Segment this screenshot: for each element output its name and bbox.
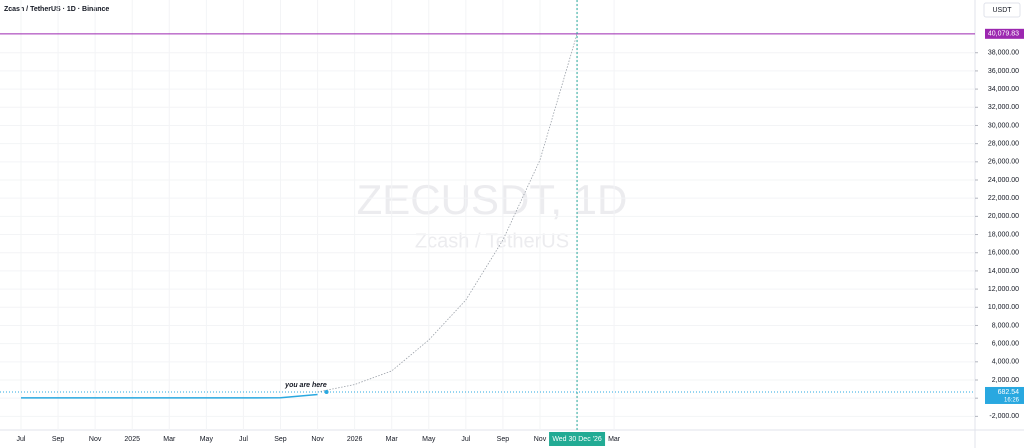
y-tick-label: 4,000.00 bbox=[992, 359, 1019, 366]
x-tick-label: Nov bbox=[311, 436, 324, 443]
y-tick-label: 10,000.00 bbox=[988, 304, 1019, 311]
y-tick-label: 2,000.00 bbox=[992, 377, 1019, 384]
y-tick-label: 30,000.00 bbox=[988, 122, 1019, 129]
x-tick-label: Mar bbox=[163, 436, 176, 443]
level-label-box bbox=[985, 28, 1024, 39]
x-tick-label: Jul bbox=[17, 436, 26, 443]
y-tick-label: 12,000.00 bbox=[988, 286, 1019, 293]
y-tick-label: 8,000.00 bbox=[992, 322, 1019, 329]
last-price-dot bbox=[324, 389, 329, 394]
y-tick-label: 14,000.00 bbox=[988, 268, 1019, 275]
crosshair-label-box bbox=[549, 432, 606, 446]
y-tick-label: -2,000.00 bbox=[989, 413, 1019, 420]
x-tick-label: Mar bbox=[386, 436, 399, 443]
last-price-label: 682.54 bbox=[998, 389, 1020, 396]
y-tick-label: 28,000.00 bbox=[988, 140, 1019, 147]
x-tick-label: May bbox=[422, 436, 436, 443]
last-price-box bbox=[985, 386, 1024, 404]
x-tick-label: 2025 bbox=[124, 436, 140, 443]
crosshair-label: Wed 30 Dec '26 bbox=[552, 436, 602, 443]
y-tick-label: 36,000.00 bbox=[988, 68, 1019, 75]
watermark-subtitle: Zcash / TetherUS bbox=[415, 230, 569, 252]
x-tick-label: 2026 bbox=[347, 436, 363, 443]
y-tick-label: 26,000.00 bbox=[988, 159, 1019, 166]
watermark: ZECUSDT, 1D bbox=[357, 176, 628, 223]
projection-line bbox=[317, 33, 578, 393]
y-tick-label: 16,000.00 bbox=[988, 250, 1019, 257]
x-tick-label: Nov bbox=[89, 436, 102, 443]
countdown: 16:26 bbox=[1004, 398, 1020, 404]
currency[interactable]: USDT bbox=[992, 7, 1012, 14]
y-tick-label: 18,000.00 bbox=[988, 231, 1019, 238]
chart-title: Zcash / TetherUS · 1D · Binance bbox=[4, 6, 109, 13]
y-tick-label: 24,000.00 bbox=[988, 177, 1019, 184]
y-tick-label: 22,000.00 bbox=[988, 195, 1019, 202]
y-tick-label: 34,000.00 bbox=[988, 86, 1019, 93]
x-tick-label: Nov bbox=[534, 436, 547, 443]
x-tick-label: Sep bbox=[52, 436, 65, 443]
y-tick-label: 38,000.00 bbox=[988, 50, 1019, 57]
x-tick-label: Jul bbox=[239, 436, 248, 443]
y-tick-label: 20,000.00 bbox=[988, 213, 1019, 220]
x-tick-label: May bbox=[200, 436, 214, 443]
x-tick-label: Mar bbox=[608, 436, 621, 443]
level-label: 40,079.83 bbox=[988, 31, 1019, 38]
y-tick-label: 6,000.00 bbox=[992, 340, 1019, 347]
x-tick-label: Jul bbox=[461, 436, 470, 443]
x-tick-label: Sep bbox=[497, 436, 510, 443]
y-tick-label: 32,000.00 bbox=[988, 104, 1019, 111]
currency-button[interactable] bbox=[983, 2, 1021, 18]
grid bbox=[0, 0, 975, 430]
annotation: you are here bbox=[284, 382, 327, 389]
x-tick-label: Sep bbox=[274, 436, 287, 443]
price-line bbox=[21, 393, 318, 399]
